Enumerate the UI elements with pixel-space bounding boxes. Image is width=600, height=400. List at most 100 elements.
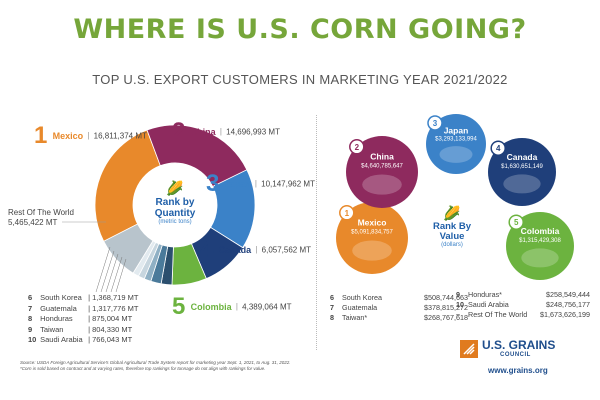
- rank-number: 6: [330, 293, 334, 302]
- country-value: 5,465,422 MT: [8, 218, 58, 227]
- country-value: $378,815,272: [424, 303, 468, 312]
- rank-number: 10: [456, 300, 464, 309]
- logo-url[interactable]: www.grains.org: [488, 366, 548, 375]
- value-bubble-mexico: 1 Mexico $5,091,834,757: [336, 202, 408, 274]
- page-subtitle: TOP U.S. EXPORT CUSTOMERS IN MARKETING Y…: [92, 72, 508, 87]
- country-value: $268,767,618: [424, 313, 468, 322]
- rank-number: 2: [172, 118, 186, 145]
- country-name: China: [370, 151, 394, 161]
- rank-number: 9: [28, 324, 33, 334]
- quantity-center-unit: (metric tons): [158, 219, 192, 225]
- rank-number: 8: [28, 314, 33, 323]
- country-value: $508,744,663: [424, 293, 468, 302]
- label-rest-of-world: Rest Of The World 5,465,422 MT: [8, 208, 74, 228]
- logo-name: U.S. GRAINS: [482, 338, 556, 352]
- country-name: South Korea: [40, 293, 82, 302]
- list-item: 8 Honduras | 875,004 MT: [28, 314, 133, 323]
- label-china: 2 China | 14,696,993 MT: [172, 118, 280, 145]
- quantity-center-line1: Rank by: [155, 197, 195, 208]
- leader-line: [110, 256, 123, 293]
- country-value: 875,004 MT: [92, 314, 133, 323]
- country-value: $3,293,133,994: [435, 136, 477, 142]
- quantity-center-label: 🌽 Rank by Quantity (metric tons): [120, 180, 230, 225]
- rank-number: 1: [345, 209, 350, 218]
- bubble-circle: [346, 136, 418, 208]
- rank-badge: [427, 115, 443, 131]
- country-value: 1,368,719 MT: [92, 293, 139, 302]
- bubble-circle: [488, 138, 556, 206]
- value-ranks-6-8: 6 South Korea $508,744,663 7 Guatemala $37…: [330, 293, 468, 323]
- country-name: Taiwan: [40, 324, 64, 334]
- bubble-circle: [426, 114, 486, 174]
- value-center-unit: (dollars): [441, 242, 463, 248]
- leader-line: [115, 258, 127, 293]
- rank-number: 3: [206, 170, 220, 197]
- rank-badge: [349, 139, 365, 155]
- footnote: Source: USDA Foreign Agricultural Servic…: [20, 360, 320, 372]
- list-item: 7 Guatemala $378,815,272: [330, 303, 468, 313]
- country-name: Mexico: [52, 131, 84, 141]
- rank-number: –: [456, 310, 460, 319]
- list-item: – Rest Of The World $1,673,626,199: [456, 310, 590, 320]
- rank-number: 4: [200, 236, 214, 263]
- country-name: China: [190, 127, 216, 137]
- logo-subtitle: COUNCIL: [500, 352, 531, 358]
- country-name: Saudi Arabia: [40, 335, 83, 344]
- country-map-icon: [439, 146, 473, 163]
- page-title: WHERE IS U.S. CORN GOING?: [73, 14, 527, 45]
- rank-number: 9: [456, 290, 460, 299]
- quantity-donut-chart: [94, 124, 256, 286]
- country-value: 1,317,776 MT: [92, 303, 139, 313]
- list-item: 10 Saudi Arabia | 766,043 MT: [28, 335, 133, 344]
- country-value: 804,330 MT: [92, 324, 133, 334]
- list-item: 9 Honduras* $258,549,444: [456, 290, 590, 300]
- value-bubble-canada: 4 Canada $1,630,651,149: [488, 138, 556, 206]
- quantity-ranks-6-10: 6 South Korea | 1,368,719 MT 7 Guatemala |…: [28, 293, 138, 346]
- country-value: 766,043 MT: [92, 335, 133, 344]
- rank-badge: [508, 214, 524, 230]
- country-value: 14,696,993 MT: [226, 127, 280, 137]
- corn-icon: 🌽: [443, 205, 461, 221]
- donut-slice-rest-of-the-world: [103, 223, 154, 274]
- panel-divider: [316, 115, 317, 350]
- label-colombia: 5 Colombia | 4,389,064 MT: [172, 293, 292, 320]
- list-item: 7 Guatemala | 1,317,776 MT: [28, 303, 139, 313]
- country-map-icon: [521, 248, 559, 268]
- country-name: Japan: [444, 126, 469, 136]
- country-value: 16,811,374 MT: [93, 131, 147, 141]
- country-value: $258,549,444: [546, 290, 590, 299]
- country-name: Canada: [218, 245, 252, 255]
- country-value: $1,630,651,149: [501, 164, 543, 170]
- label-japan: 3 Japan | 10,147,962 MT: [206, 170, 315, 197]
- leader-line: [100, 250, 115, 293]
- value-bubbles: 1 Mexico $5,091,834,757 2 China $4,640,785,64…: [336, 114, 574, 280]
- rank-number: 5: [172, 293, 186, 320]
- country-value: $4,640,785,647: [361, 164, 403, 170]
- value-center-line1: Rank By: [432, 221, 471, 232]
- country-value: 6,057,562 MT: [261, 245, 312, 255]
- country-name: Colombia: [521, 226, 560, 236]
- country-map-icon: [352, 240, 392, 261]
- country-value: $5,091,834,757: [351, 230, 393, 236]
- country-name: Rest Of The World: [468, 310, 528, 319]
- rank-number: 1: [34, 122, 48, 149]
- footnote-source: Source: USDA Foreign Agricultural Servic…: [20, 360, 291, 365]
- leader-line: [95, 246, 111, 293]
- country-name: Saudi Arabia: [468, 300, 509, 309]
- list-item: 9 Taiwan | 804,330 MT: [28, 324, 133, 334]
- country-name: Guatemala: [40, 303, 77, 313]
- rank-number: 2: [355, 143, 360, 152]
- country-map-icon: [362, 174, 402, 195]
- country-value: 10,147,962 MT: [261, 179, 315, 189]
- rank-badge: [339, 205, 355, 221]
- value-bubble-japan: 3 Japan$3,293,133,994: [426, 114, 486, 174]
- value-bubble-china: 2 China $4,640,785,647: [346, 136, 418, 208]
- rank-number: 8: [330, 313, 334, 322]
- label-canada: 4 Canada | 6,057,562 MT: [200, 236, 312, 263]
- list-item: 8 Taiwan* $268,767,618: [330, 313, 468, 323]
- footnote-note: *Corn is sold based on contract and at v…: [20, 366, 266, 371]
- country-name: Honduras*: [468, 290, 502, 299]
- grains-council-logo-icon: [460, 340, 478, 358]
- quantity-center-line2: Quantity: [154, 208, 196, 219]
